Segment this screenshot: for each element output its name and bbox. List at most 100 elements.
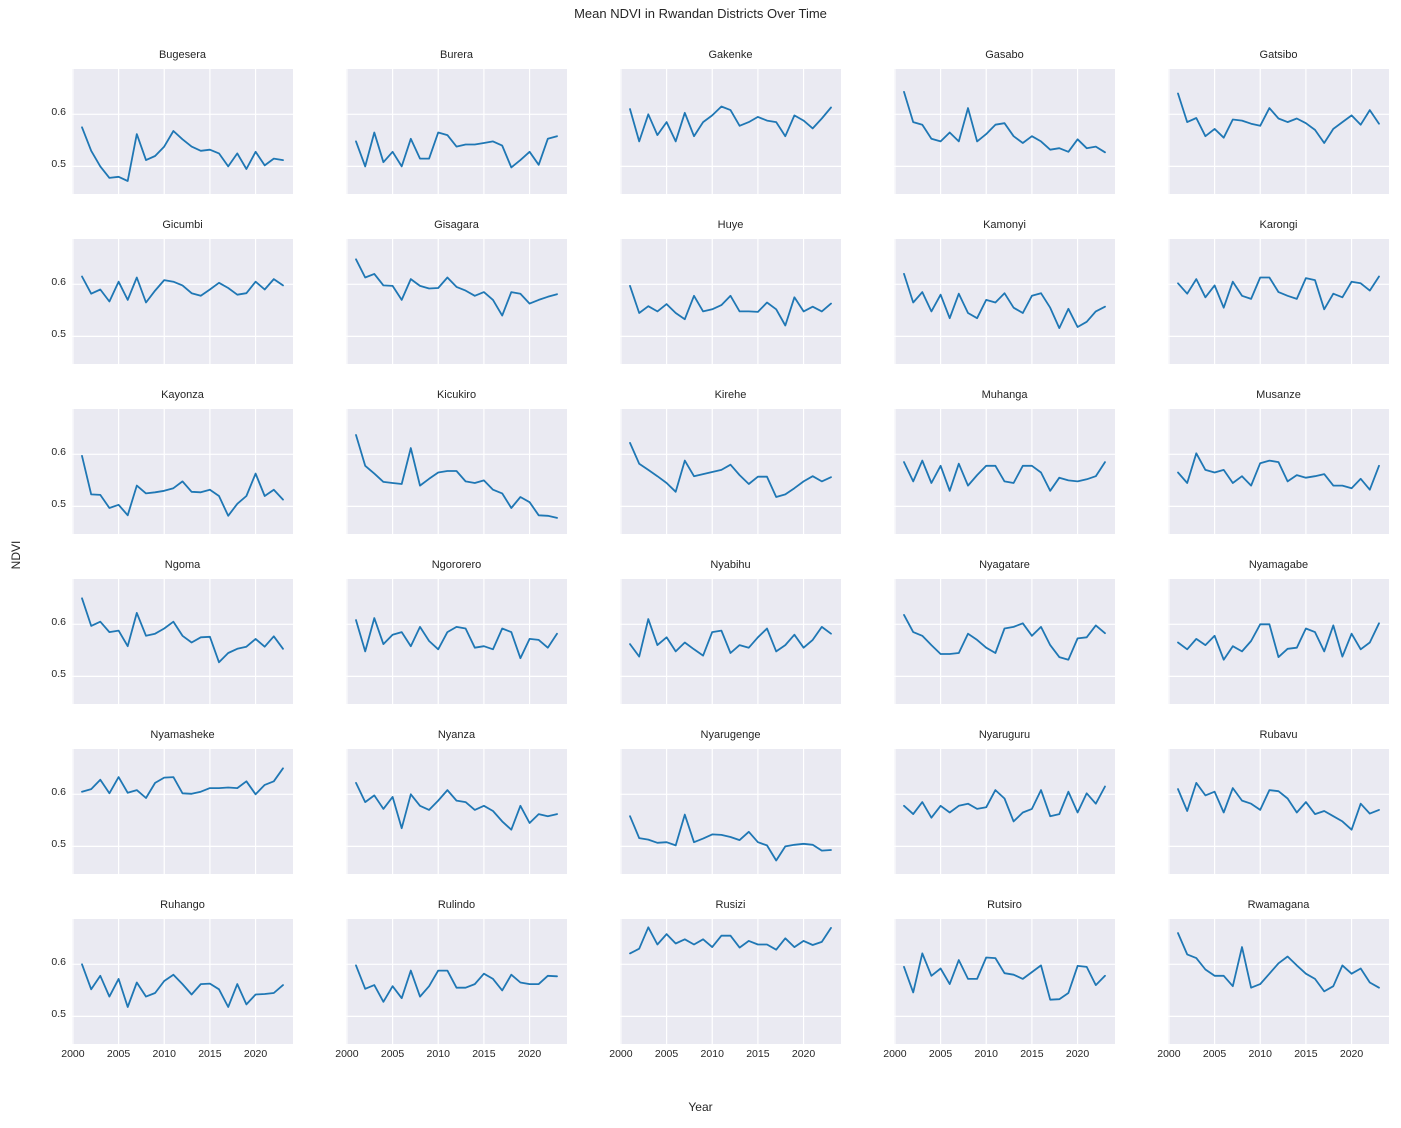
district-panel-rulindo: Rulindo 2000 2005 2010 2015 2020: [335, 895, 567, 1060]
plot-area: [346, 749, 567, 874]
plot-area: 2000 2005 2010 2015 2020: [335, 919, 567, 1060]
line-chart: [72, 919, 293, 1044]
x-axis-label: Year: [688, 1100, 713, 1114]
district-title: Gasabo: [985, 49, 1024, 61]
district-title: Rulindo: [437, 899, 476, 911]
district-panel-nyamagabe: Nyamagabe: [1168, 555, 1389, 704]
district-panel-kamonyi: Kamonyi: [894, 215, 1115, 364]
x-tick-label: 2020: [243, 1048, 268, 1060]
plot-area: [620, 579, 841, 704]
district-panel-kayonza: Kayonza 0.6 0.5: [51, 385, 293, 534]
x-tick-label: 2005: [1202, 1048, 1227, 1060]
district-title: Ruhango: [160, 899, 205, 911]
x-tick-label: 2015: [198, 1048, 222, 1060]
x-tick-label: 2000: [883, 1048, 907, 1060]
plot-area: [894, 409, 1115, 534]
plot-area: [1168, 69, 1389, 194]
x-tick-label: 2020: [1339, 1048, 1364, 1060]
facet-grid: Bugesera 0.6 0.5 Burera Gakenke Gasabo Gatsibo…: [51, 45, 1389, 1060]
district-panel-rubavu: Rubavu: [1168, 725, 1389, 874]
plot-area: 2000 2005 2010 2015 2020: [1157, 919, 1389, 1060]
line-chart: [346, 409, 567, 534]
x-tick-label: 2000: [61, 1048, 85, 1060]
line-chart: [72, 69, 293, 194]
line-chart: [346, 579, 567, 704]
y-tick-label: 0.6: [51, 276, 66, 289]
district-title: Gakenke: [708, 49, 753, 61]
x-tick-label: 2020: [517, 1048, 542, 1060]
x-tick-label: 2010: [700, 1048, 724, 1060]
x-tick-label: 2010: [974, 1048, 998, 1060]
x-tick-label: 2005: [106, 1048, 131, 1060]
line-chart: [620, 69, 841, 194]
x-tick-label: 2010: [1248, 1048, 1272, 1060]
plot-area: [894, 579, 1115, 704]
y-tick-label: 0.6: [51, 106, 66, 119]
line-chart: [72, 239, 293, 364]
line-chart: [72, 749, 293, 874]
x-tick-label: 2010: [426, 1048, 450, 1060]
y-tick-label: 0.5: [51, 498, 66, 511]
district-panel-nyagatare: Nyagatare: [894, 555, 1115, 704]
plot-area: [346, 409, 567, 534]
plot-area: 0.6 0.5: [51, 239, 293, 364]
district-title: Gisagara: [434, 219, 479, 231]
district-title: Kayonza: [161, 389, 204, 401]
y-tick-label: 0.6: [51, 786, 66, 799]
line-chart: [620, 579, 841, 704]
district-title: Rusizi: [715, 899, 746, 911]
x-tick-label: 2010: [152, 1048, 176, 1060]
line-chart: [72, 409, 293, 534]
district-panel-bugesera: Bugesera 0.6 0.5: [51, 45, 293, 194]
x-tick-label: 2000: [609, 1048, 633, 1060]
district-panel-gakenke: Gakenke: [620, 45, 841, 194]
district-title: Muhanga: [981, 389, 1028, 401]
line-chart: [894, 579, 1115, 704]
plot-area: [894, 749, 1115, 874]
y-tick-label: 0.5: [51, 838, 66, 851]
district-panel-rwamagana: Rwamagana 2000 2005 2010 2015 2020: [1157, 895, 1389, 1060]
district-panel-huye: Huye: [620, 215, 841, 364]
district-panel-ruhango: Ruhango 0.6 0.5 2000 2005 2010 2015 2020: [51, 895, 293, 1060]
district-title: Huye: [717, 219, 744, 231]
plot-area: [620, 409, 841, 534]
district-panel-gicumbi: Gicumbi 0.6 0.5: [51, 215, 293, 364]
y-tick-label: 0.5: [51, 668, 66, 681]
district-panel-gatsibo: Gatsibo: [1168, 45, 1389, 194]
line-chart: [1168, 579, 1389, 704]
district-title: Gatsibo: [1259, 49, 1298, 61]
plot-area: [620, 69, 841, 194]
y-tick-label: 0.5: [51, 328, 66, 341]
line-chart: [346, 69, 567, 194]
plot-area: 0.6 0.5: [51, 749, 293, 874]
plot-area: [1168, 239, 1389, 364]
x-tick-label: 2005: [928, 1048, 953, 1060]
x-tick-label: 2015: [1294, 1048, 1318, 1060]
district-title: Kicukiro: [436, 389, 477, 401]
line-chart: [1168, 409, 1389, 534]
x-tick-label: 2005: [654, 1048, 679, 1060]
y-tick-label: 0.6: [51, 446, 66, 459]
line-chart: [1168, 69, 1389, 194]
district-panel-nyaruguru: Nyaruguru: [894, 725, 1115, 874]
line-chart: [620, 239, 841, 364]
district-title: Karongi: [1259, 219, 1298, 231]
district-title: Nyaruguru: [978, 729, 1031, 741]
district-title: Rwamagana: [1247, 899, 1310, 911]
plot-area: [1168, 409, 1389, 534]
district-title: Ngoma: [164, 559, 201, 571]
plot-area: [894, 239, 1115, 364]
district-title: Rutsiro: [987, 899, 1022, 911]
x-tick-label: 2000: [335, 1048, 359, 1060]
district-title: Gicumbi: [162, 219, 203, 231]
district-panel-nyarugenge: Nyarugenge: [620, 725, 841, 874]
district-title: Nyamagabe: [1248, 559, 1309, 571]
line-chart: [894, 919, 1115, 1044]
x-tick-label: 2020: [1065, 1048, 1090, 1060]
district-panel-kicukiro: Kicukiro: [346, 385, 567, 534]
district-panel-gasabo: Gasabo: [894, 45, 1115, 194]
plot-area: [620, 749, 841, 874]
district-panel-rutsiro: Rutsiro 2000 2005 2010 2015 2020: [883, 895, 1115, 1060]
line-chart: [894, 409, 1115, 534]
plot-area: [1168, 749, 1389, 874]
